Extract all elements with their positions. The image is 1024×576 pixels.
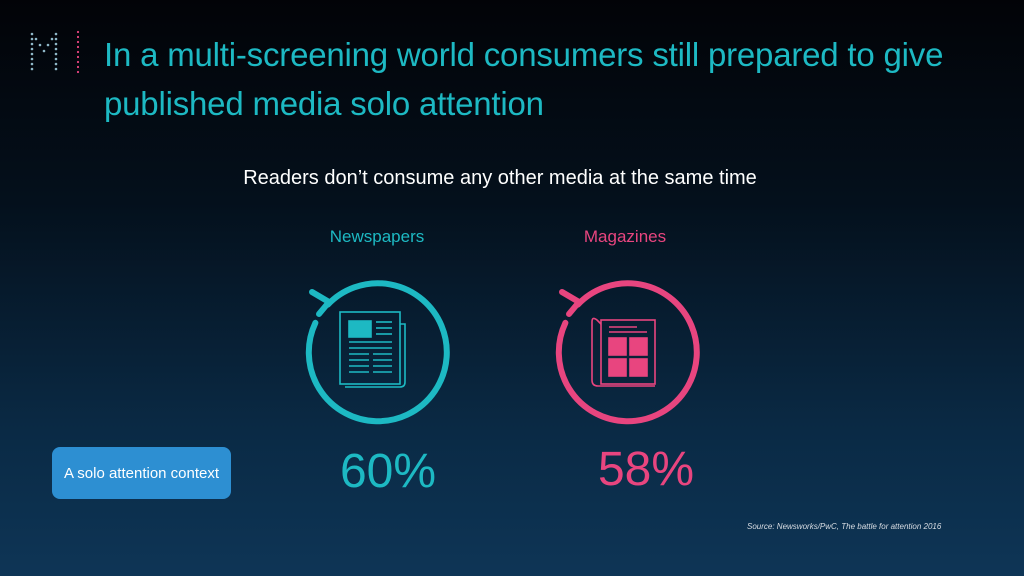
solo-attention-context-button[interactable]: A solo attention context: [52, 447, 231, 499]
magazines-percentage: 58%: [597, 443, 695, 496]
subtitle: Readers don’t consume any other media at…: [243, 167, 757, 189]
magazine-ring: [555, 280, 700, 425]
refresh-arrow-icon: [305, 280, 450, 425]
refresh-arrow-icon: [555, 280, 700, 425]
source-note: Source: Newsworks/PwC, The battle for at…: [747, 522, 942, 531]
magazine-icon: [591, 317, 656, 387]
newspaper-icon: [339, 311, 406, 388]
magazines-label: Magazines: [583, 227, 667, 246]
newspaper-ring: [305, 280, 450, 425]
newspapers-label: Newspapers: [329, 227, 425, 246]
newspapers-percentage: 60%: [339, 445, 437, 498]
page-title: In a multi-screening world consumers sti…: [104, 36, 944, 122]
logo: [30, 30, 80, 74]
